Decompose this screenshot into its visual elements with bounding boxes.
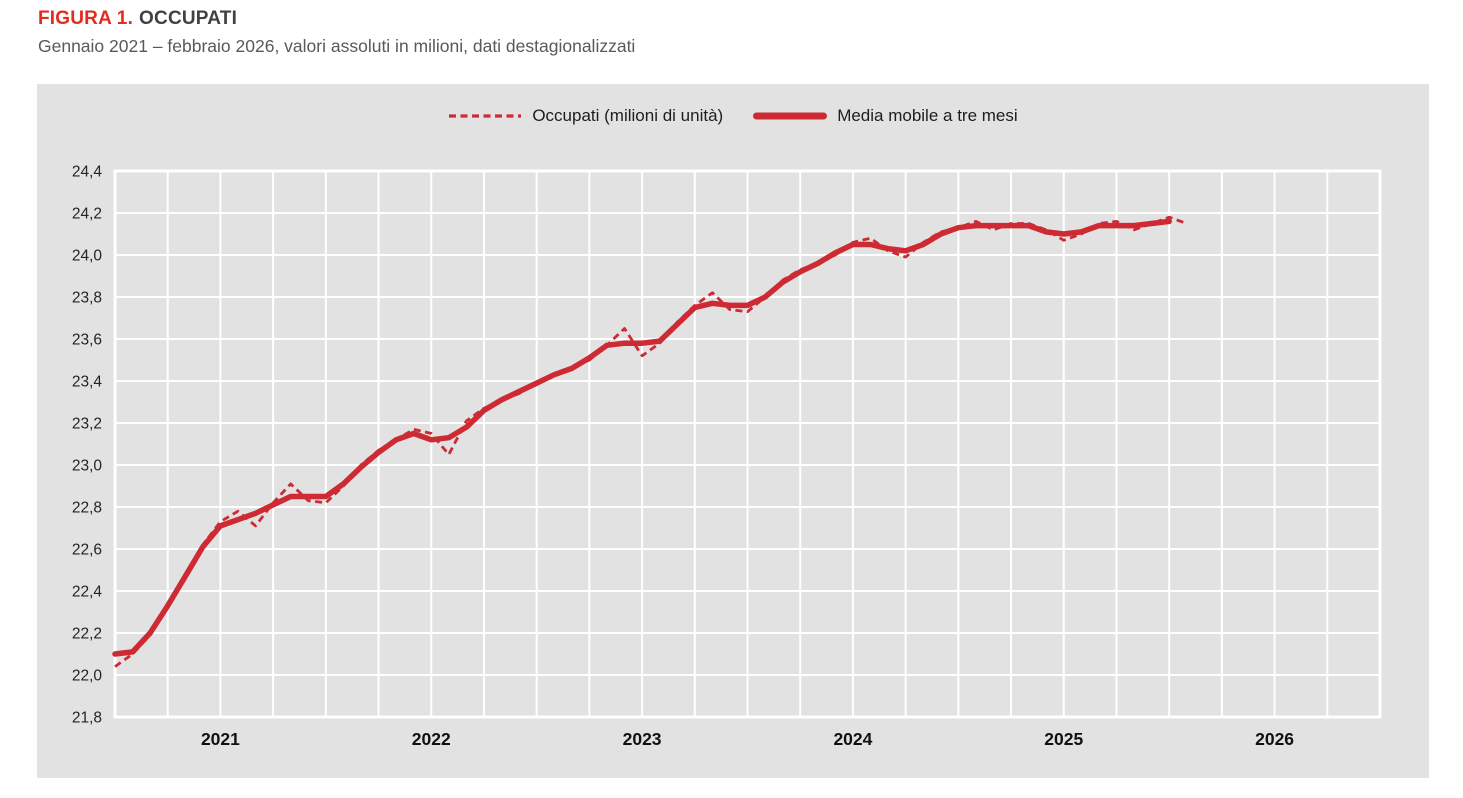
y-axis-tick-label: 22,8 [72,500,102,517]
line-chart-svg: 21,8 22,0 22,2 22,4 22,6 22,8 23,0 23,2 23,4 23,6… [72,164,1382,749]
dashed-line-swatch [449,114,522,118]
y-axis-tick-label: 23,8 [72,290,102,307]
y-axis-tick-label: 23,0 [72,458,103,475]
legend-item-media-mobile: Media mobile a tre mesi [753,106,1018,126]
employment-chart-panel: 21,8 22,0 22,2 22,4 22,6 22,8 23,0 23,2 23,4 23,6… [37,84,1429,778]
y-axis-tick-label: 23,2 [72,416,102,433]
figure-name: OCCUPATI [139,8,238,29]
figure-title: FIGURA 1. OCCUPATI [38,8,237,30]
y-axis-tick-label: 23,4 [72,374,103,391]
x-axis-year-label: 2026 [1255,729,1294,749]
y-axis-tick-label: 22,0 [72,668,103,685]
y-axis-tick-label: 23,6 [72,332,102,349]
plot-border [113,169,1382,719]
figure-subtitle: Gennaio 2021 – febbraio 2026, valori ass… [38,36,636,56]
y-axis-tick-label: 21,8 [72,710,102,727]
x-axis-year-label: 2025 [1044,729,1083,749]
x-axis-year-label: 2022 [412,729,451,749]
media-mobile-series-line [112,218,1172,657]
y-axis-tick-label: 22,4 [72,584,103,601]
x-axis-year-label: 2021 [201,729,240,749]
legend-label-media-mobile: Media mobile a tre mesi [837,106,1018,125]
solid-line-swatch [753,112,828,120]
chart-legend: Occupati (milioni di unità) Media mobile… [37,106,1429,126]
y-axis-tick-label: 24,4 [72,164,103,181]
y-axis-tick-label: 22,2 [72,626,102,643]
figure-number-label: FIGURA 1. [38,8,134,29]
x-axis-year-label: 2023 [623,729,662,749]
y-axis-tick-label: 24,0 [72,248,103,265]
y-axis-tick-label: 22,6 [72,542,102,559]
x-axis-year-label: 2024 [833,729,872,749]
legend-item-occupati: Occupati (milioni di unità) [448,106,723,126]
legend-label-occupati: Occupati (milioni di unità) [532,106,724,125]
y-axis-tick-label: 24,2 [72,206,102,223]
occupati-series-line [114,215,1188,668]
